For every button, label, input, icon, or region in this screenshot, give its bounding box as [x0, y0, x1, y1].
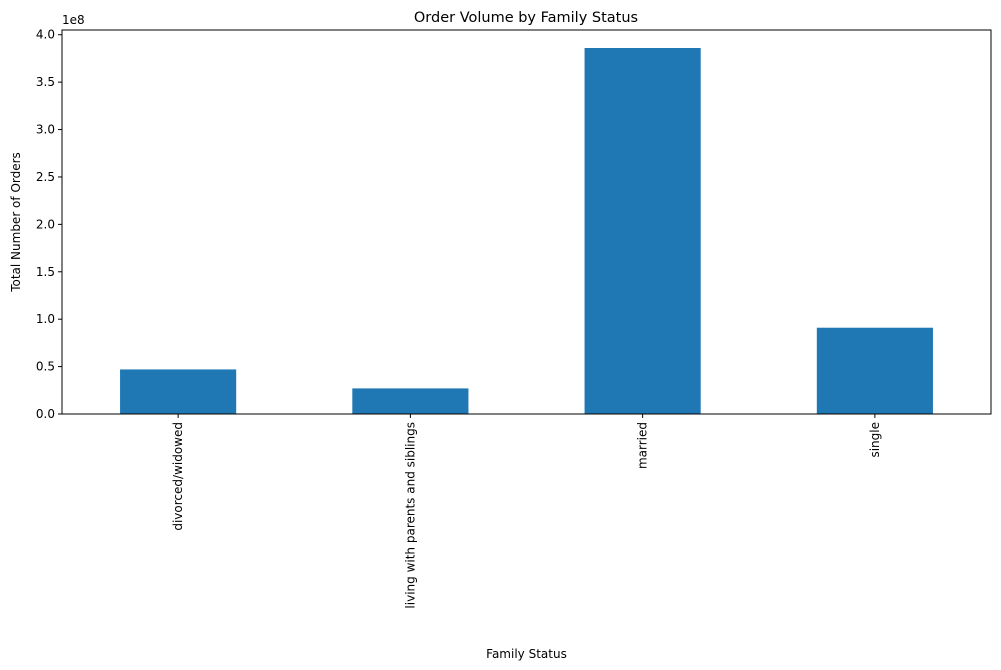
y-tick-label: 3.5 — [36, 75, 55, 89]
y-axis-ticks: 0.0 0.5 1.0 1.5 2.0 2.5 3.0 3.5 4.0 — [36, 28, 62, 421]
bar-divorced-widowed — [120, 369, 237, 414]
y-tick-label: 1.5 — [36, 265, 55, 279]
bar-single — [816, 327, 933, 414]
x-tick-label: single — [868, 422, 882, 458]
y-tick-label: 4.0 — [36, 28, 55, 42]
x-tick-label: married — [636, 422, 650, 469]
x-axis-ticks: divorced/widowed living with parents and … — [171, 414, 882, 609]
bar-living-with-parents-and-siblings — [352, 388, 469, 414]
x-tick-label: divorced/widowed — [171, 422, 185, 531]
y-tick-label: 0.5 — [36, 360, 55, 374]
x-tick-label: living with parents and siblings — [403, 422, 417, 609]
y-tick-label: 2.0 — [36, 217, 55, 231]
y-tick-label: 2.5 — [36, 170, 55, 184]
x-axis-label: Family Status — [486, 647, 567, 661]
y-tick-label: 3.0 — [36, 123, 55, 137]
chart-title: Order Volume by Family Status — [414, 10, 638, 26]
y-axis-offset-label: 1e8 — [62, 13, 85, 27]
bars — [120, 48, 933, 414]
plot-area-frame — [61, 29, 992, 415]
bar-married — [584, 48, 701, 414]
y-axis-label: Total Number of Orders — [9, 152, 23, 293]
y-tick-label: 1.0 — [36, 312, 55, 326]
y-tick-label: 0.0 — [36, 407, 55, 421]
